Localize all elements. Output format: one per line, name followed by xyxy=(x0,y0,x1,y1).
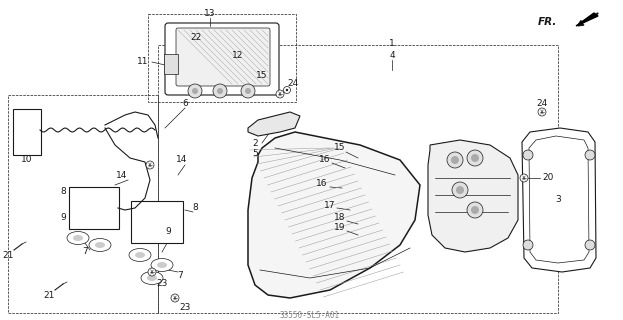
Text: 23: 23 xyxy=(156,278,168,287)
Circle shape xyxy=(286,89,288,91)
FancyBboxPatch shape xyxy=(176,28,270,86)
Circle shape xyxy=(171,294,179,302)
Circle shape xyxy=(245,88,251,94)
Circle shape xyxy=(447,152,463,168)
Text: 1: 1 xyxy=(389,39,395,49)
Text: 21: 21 xyxy=(2,251,14,260)
Circle shape xyxy=(471,206,479,214)
Polygon shape xyxy=(576,13,598,26)
FancyBboxPatch shape xyxy=(164,54,178,74)
Circle shape xyxy=(585,150,595,160)
Ellipse shape xyxy=(89,238,111,252)
Text: 7: 7 xyxy=(82,247,88,257)
Text: 11: 11 xyxy=(137,58,149,67)
Circle shape xyxy=(538,108,546,116)
Ellipse shape xyxy=(151,259,173,271)
Text: 8: 8 xyxy=(60,188,66,196)
Text: 15: 15 xyxy=(335,143,346,153)
FancyBboxPatch shape xyxy=(69,187,119,229)
Ellipse shape xyxy=(73,235,83,241)
Ellipse shape xyxy=(129,249,151,261)
Text: 4: 4 xyxy=(389,51,395,60)
Circle shape xyxy=(188,84,202,98)
Text: 24: 24 xyxy=(287,78,298,87)
Text: 33550-SL5-A01: 33550-SL5-A01 xyxy=(280,310,340,319)
Text: 19: 19 xyxy=(335,223,346,233)
Text: 9: 9 xyxy=(165,228,171,236)
Circle shape xyxy=(520,174,528,182)
Polygon shape xyxy=(522,128,596,272)
Text: 20: 20 xyxy=(542,173,554,182)
Polygon shape xyxy=(248,132,420,298)
Ellipse shape xyxy=(157,262,167,268)
Text: 13: 13 xyxy=(204,10,216,19)
Text: FR.: FR. xyxy=(538,17,557,27)
Ellipse shape xyxy=(135,252,145,258)
Text: 23: 23 xyxy=(179,303,191,313)
Ellipse shape xyxy=(67,231,89,244)
Text: 2: 2 xyxy=(252,139,258,148)
Ellipse shape xyxy=(95,242,105,248)
Circle shape xyxy=(192,88,198,94)
FancyBboxPatch shape xyxy=(165,23,279,95)
Circle shape xyxy=(523,240,533,250)
FancyBboxPatch shape xyxy=(131,201,183,243)
Ellipse shape xyxy=(141,271,163,284)
Text: 22: 22 xyxy=(191,33,202,42)
Text: 3: 3 xyxy=(555,196,561,204)
Polygon shape xyxy=(428,140,518,252)
Circle shape xyxy=(467,150,483,166)
Text: 5: 5 xyxy=(252,149,258,158)
Text: 16: 16 xyxy=(316,179,328,188)
FancyBboxPatch shape xyxy=(13,109,41,155)
Text: 18: 18 xyxy=(335,213,346,222)
Text: 14: 14 xyxy=(117,172,128,180)
Text: 6: 6 xyxy=(182,99,188,108)
Text: 16: 16 xyxy=(319,156,331,164)
Text: 8: 8 xyxy=(192,204,198,212)
Text: 9: 9 xyxy=(60,213,66,222)
Polygon shape xyxy=(248,112,300,136)
Text: 15: 15 xyxy=(256,71,268,81)
Text: 7: 7 xyxy=(177,270,183,279)
Circle shape xyxy=(523,150,533,160)
Text: 24: 24 xyxy=(536,99,548,108)
Text: 21: 21 xyxy=(44,291,55,300)
Circle shape xyxy=(146,161,154,169)
Circle shape xyxy=(213,84,227,98)
Circle shape xyxy=(276,90,284,98)
Circle shape xyxy=(456,186,464,194)
Circle shape xyxy=(241,84,255,98)
Circle shape xyxy=(217,88,223,94)
Circle shape xyxy=(467,202,483,218)
Circle shape xyxy=(585,240,595,250)
Circle shape xyxy=(148,268,156,276)
Text: 17: 17 xyxy=(324,201,336,210)
Circle shape xyxy=(451,156,459,164)
Ellipse shape xyxy=(147,275,157,281)
Text: 14: 14 xyxy=(176,156,188,164)
Text: 10: 10 xyxy=(21,156,33,164)
Text: 12: 12 xyxy=(232,51,244,60)
Circle shape xyxy=(452,182,468,198)
Circle shape xyxy=(471,154,479,162)
